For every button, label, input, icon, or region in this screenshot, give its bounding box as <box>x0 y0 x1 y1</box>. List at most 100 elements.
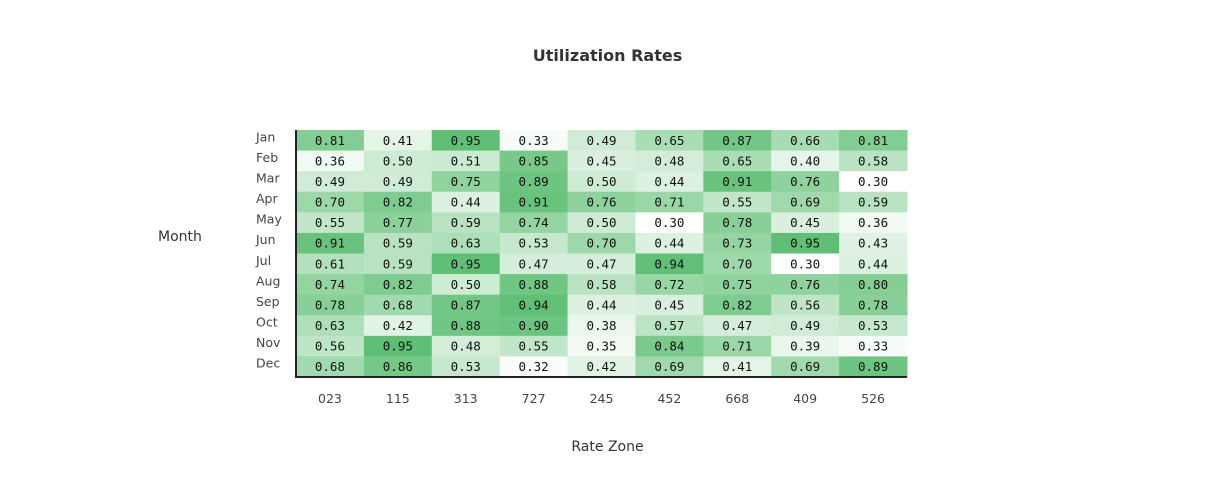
heatmap-cell <box>431 130 501 152</box>
heatmap-cell <box>567 294 636 316</box>
y-tick-labels: Jan Feb Mar Apr May Jun Jul Aug Sep Oct Nov Dec <box>255 129 282 370</box>
cell-value-label: 0.59 <box>451 215 481 230</box>
heatmap-cell <box>635 335 704 357</box>
heatmap-cell <box>296 171 365 193</box>
heatmap-cell <box>499 274 569 296</box>
heatmap-cell <box>567 274 636 296</box>
cell-value-label: 0.50 <box>586 215 616 230</box>
cell-value-label: 0.63 <box>451 236 481 251</box>
x-tick-label: 727 <box>522 391 546 406</box>
cell-value-label: 0.30 <box>858 174 888 189</box>
y-tick-label: Jul <box>255 253 271 268</box>
cell-value-label: 0.71 <box>722 339 752 354</box>
heatmap-cell <box>703 315 772 337</box>
heatmap-cell <box>771 315 840 337</box>
heatmap-cell-labels: 0.81 0.41 0.95 0.33 0.49 0.65 0.87 0.66 0.81 0.36… <box>315 133 888 374</box>
heatmap-cell <box>296 294 365 316</box>
heatmap-cell <box>363 315 433 337</box>
cell-value-label: 0.75 <box>451 174 481 189</box>
heatmap-cell <box>499 335 569 357</box>
heatmap-cell <box>703 191 772 213</box>
heatmap-cell <box>635 315 704 337</box>
heatmap-cell <box>567 356 636 378</box>
heatmap-cell <box>839 212 908 234</box>
heatmap-cell <box>839 294 908 316</box>
x-tick-labels: 023 115 313 727 245 452 668 409 526 <box>318 391 885 406</box>
heatmap-cell <box>296 335 365 357</box>
heatmap-cell <box>567 130 636 152</box>
heatmap-cell <box>567 232 636 254</box>
cell-value-label: 0.36 <box>315 153 345 168</box>
heatmap-cell <box>703 232 772 254</box>
cell-value-label: 0.95 <box>790 236 820 251</box>
heatmap-cell <box>635 294 704 316</box>
cell-value-label: 0.59 <box>858 195 888 210</box>
heatmap-cell <box>296 191 365 213</box>
cell-value-label: 0.36 <box>858 215 888 230</box>
cell-value-label: 0.89 <box>519 174 549 189</box>
heatmap-cell <box>635 232 704 254</box>
heatmap-cell <box>703 130 772 152</box>
cell-value-label: 0.59 <box>383 256 413 271</box>
heatmap-cell <box>431 335 501 357</box>
cell-value-label: 0.45 <box>586 153 616 168</box>
cell-value-label: 0.72 <box>654 277 684 292</box>
cell-value-label: 0.55 <box>519 339 549 354</box>
heatmap-cell <box>296 253 365 275</box>
cell-value-label: 0.78 <box>315 297 345 312</box>
cell-value-label: 0.41 <box>383 133 413 148</box>
cell-value-label: 0.65 <box>722 153 752 168</box>
heatmap-cell <box>703 212 772 234</box>
heatmap-cell <box>431 253 501 275</box>
heatmap-cell <box>771 191 840 213</box>
y-tick-label: Jun <box>255 232 276 247</box>
cell-value-label: 0.58 <box>858 153 888 168</box>
heatmap-cell <box>839 335 908 357</box>
heatmap-cell <box>296 232 365 254</box>
heatmap-cell <box>635 274 704 296</box>
cell-value-label: 0.95 <box>451 133 481 148</box>
cell-value-label: 0.39 <box>790 339 820 354</box>
cell-value-label: 0.55 <box>722 195 752 210</box>
heatmap-cell <box>567 212 636 234</box>
heatmap-cell <box>703 171 772 193</box>
heatmap-cell <box>499 150 569 172</box>
cell-value-label: 0.90 <box>519 318 549 333</box>
heatmap-cell <box>431 150 501 172</box>
heatmap-cell <box>296 212 365 234</box>
cell-value-label: 0.85 <box>519 153 549 168</box>
heatmap-cell <box>499 232 569 254</box>
cell-value-label: 0.82 <box>383 195 413 210</box>
heatmap-cell <box>567 335 636 357</box>
heatmap-cell <box>771 150 840 172</box>
cell-value-label: 0.47 <box>722 318 752 333</box>
cell-value-label: 0.49 <box>383 174 413 189</box>
heatmap-cell <box>635 171 704 193</box>
cell-value-label: 0.91 <box>722 174 752 189</box>
cell-value-label: 0.43 <box>858 236 888 251</box>
cell-value-label: 0.76 <box>790 174 820 189</box>
heatmap-cell <box>296 356 365 378</box>
heatmap-cell <box>839 274 908 296</box>
heatmap-cell <box>703 274 772 296</box>
cell-value-label: 0.74 <box>519 215 549 230</box>
cell-value-label: 0.40 <box>790 153 820 168</box>
heatmap-cell <box>431 356 501 378</box>
cell-value-label: 0.59 <box>383 236 413 251</box>
heatmap-cell <box>839 253 908 275</box>
heatmap-cell <box>771 212 840 234</box>
y-tick-label: Sep <box>256 294 280 309</box>
cell-value-label: 0.95 <box>383 339 413 354</box>
cell-value-label: 0.87 <box>451 297 481 312</box>
y-tick-label: Feb <box>256 150 278 165</box>
heatmap-cell <box>296 315 365 337</box>
cell-value-label: 0.41 <box>722 359 752 374</box>
cell-value-label: 0.94 <box>519 297 549 312</box>
y-tick-label: May <box>256 212 282 227</box>
cell-value-label: 0.91 <box>519 195 549 210</box>
heatmap-cell <box>363 274 433 296</box>
heatmap-cell <box>771 253 840 275</box>
heatmap-cell <box>567 315 636 337</box>
heatmap-cell <box>431 171 501 193</box>
